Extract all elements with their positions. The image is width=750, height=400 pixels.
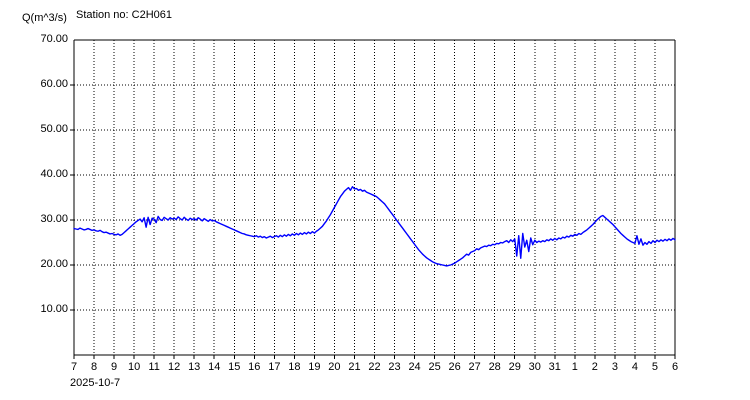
y-tick-label: 20.00	[40, 258, 68, 270]
x-tick-label: 29	[508, 361, 521, 373]
x-tick-label: 9	[111, 361, 118, 373]
y-tick-label: 10.00	[40, 303, 68, 315]
y-tick-label: 60.00	[40, 78, 68, 90]
x-tick-label: 20	[328, 361, 341, 373]
x-tick-label: 26	[448, 361, 461, 373]
y-tick-label: 70.00	[40, 33, 68, 45]
x-tick-label: 12	[168, 361, 181, 373]
x-tick-label: 6	[671, 361, 679, 373]
x-tick-label: 18	[288, 361, 301, 373]
x-tick-label: 3	[611, 361, 618, 373]
x-tick-label: 15	[228, 361, 241, 373]
x-tick-label: 10	[127, 361, 141, 373]
x-tick-label: 8	[90, 361, 98, 373]
x-tick-label: 17	[268, 361, 281, 373]
x-tick-label: 5	[651, 361, 659, 373]
x-tick-label: 24	[408, 361, 421, 373]
x-tick-label: 2	[591, 361, 598, 373]
y-tick-label: 40.00	[40, 168, 68, 180]
x-tick-label: 28	[488, 361, 501, 373]
x-tick-label: 14	[208, 361, 221, 373]
y-tick-label: 50.00	[40, 123, 68, 135]
x-tick-label: 27	[468, 361, 481, 373]
station-label: Station no: C2H061	[76, 9, 173, 21]
y-tick-label: 30.00	[40, 213, 68, 225]
x-tick-label: 31	[548, 361, 561, 373]
x-tick-label: 30	[528, 361, 541, 373]
y-axis-title: Q(m^3/s)	[22, 12, 67, 24]
x-tick-label: 7	[70, 361, 78, 373]
start-date-label: 2025-10-7	[70, 377, 121, 389]
x-tick-label: 25	[428, 361, 441, 373]
x-tick-label: 1	[571, 361, 578, 373]
x-tick-label: 23	[388, 361, 401, 373]
x-tick-label: 4	[631, 361, 638, 373]
x-tick-label: 21	[348, 361, 361, 373]
x-tick-label: 19	[308, 361, 321, 373]
x-tick-label: 13	[188, 361, 201, 373]
x-tick-label: 16	[248, 361, 261, 373]
x-tick-label: 22	[368, 361, 381, 373]
x-tick-label: 11	[148, 361, 160, 373]
